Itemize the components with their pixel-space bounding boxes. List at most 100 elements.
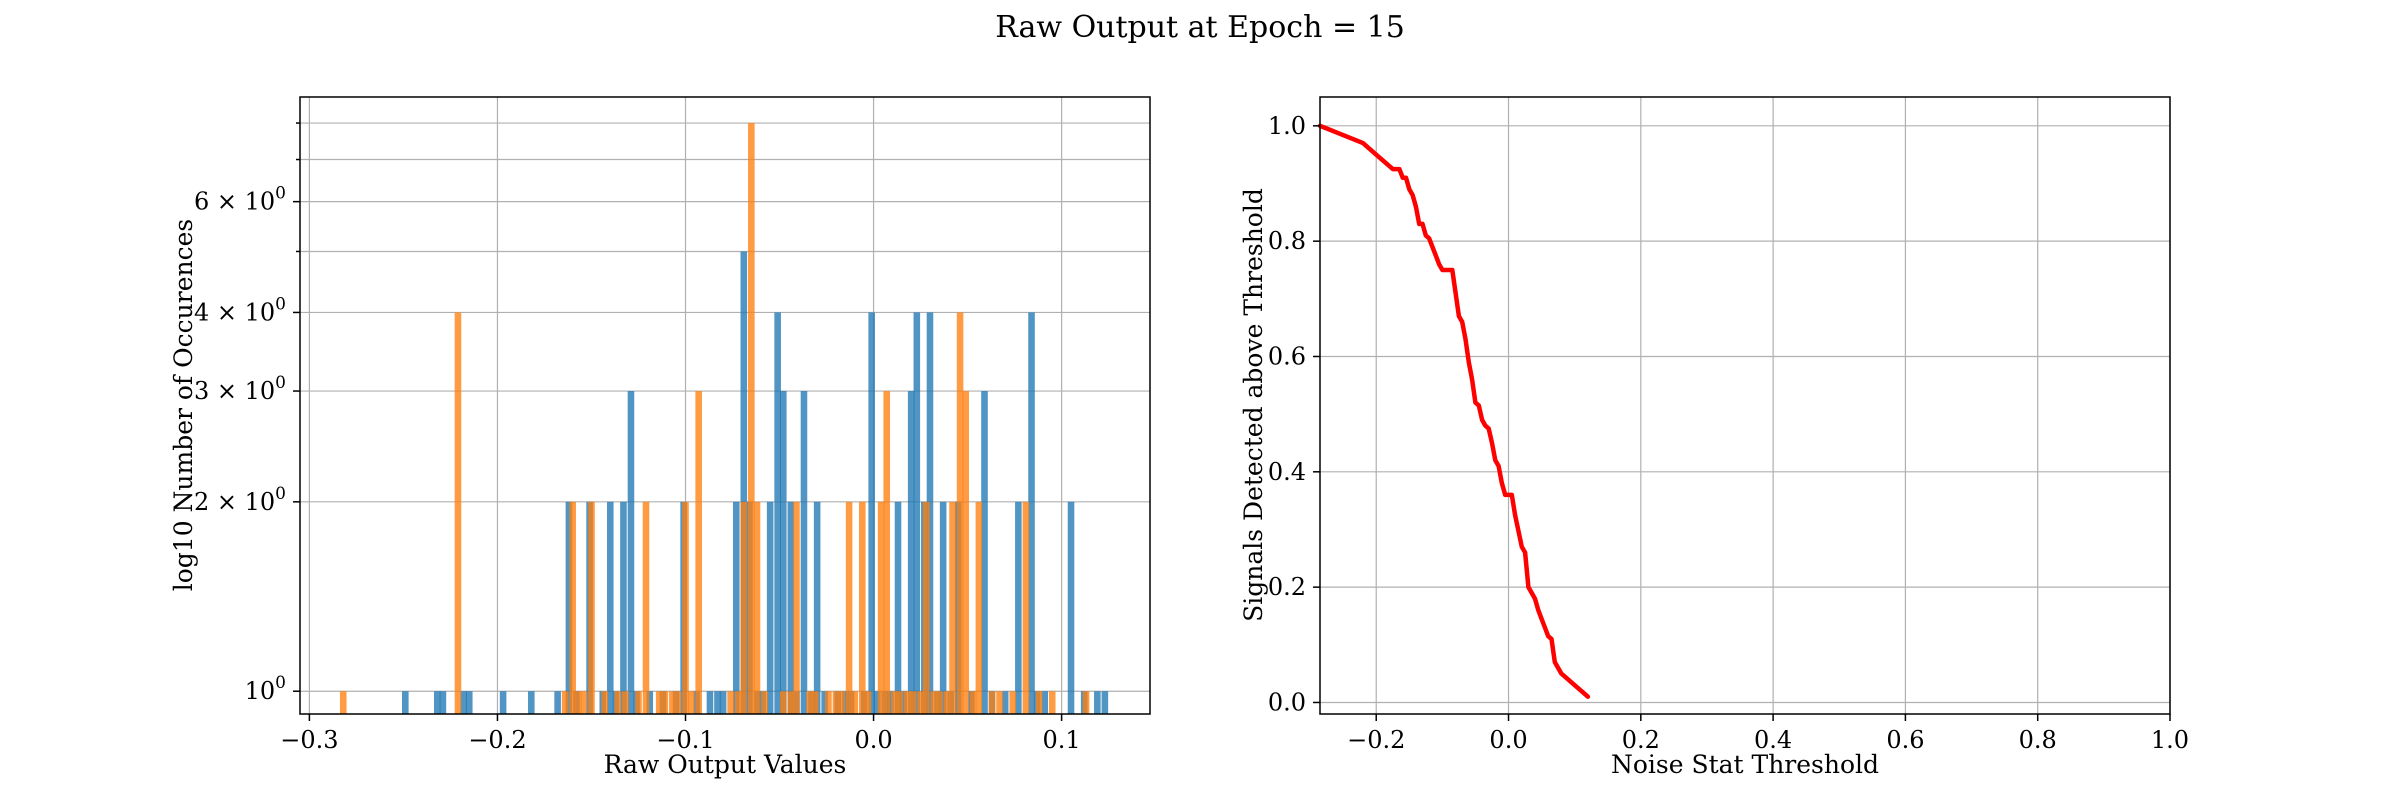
histogram-bar-series-1 — [433, 691, 441, 714]
histogram-bar-series-2 — [682, 501, 689, 714]
histogram-bar-series-1 — [620, 501, 627, 714]
histogram-bar-series-2 — [904, 691, 911, 714]
histogram-bar-series-1 — [499, 691, 507, 714]
histogram-bar-series-2 — [580, 691, 588, 714]
histogram-bar-series-2 — [727, 691, 734, 714]
histogram-bar-series-1 — [1067, 501, 1075, 714]
histogram-bar-series-1 — [800, 391, 808, 714]
histogram-bar-series-2 — [753, 501, 761, 714]
histogram-x-tick-label: −0.3 — [280, 726, 338, 754]
histogram-bar-series-2 — [969, 691, 977, 714]
histogram-bar-series-2 — [930, 691, 938, 714]
histogram-bar-series-1 — [926, 312, 934, 714]
histogram-bar-series-1 — [1028, 312, 1035, 714]
histogram-bar-series-2 — [883, 391, 891, 714]
figure-suptitle: Raw Output at Epoch = 15 — [995, 10, 1405, 45]
histogram-bar-series-1 — [1094, 691, 1101, 714]
threshold-y-tick-label: 0.6 — [1268, 342, 1306, 370]
histogram-bar-series-1 — [907, 391, 915, 714]
histogram-bar-series-1 — [842, 691, 849, 714]
histogram-bar-series-1 — [787, 501, 795, 714]
histogram-bar-series-1 — [627, 391, 635, 714]
histogram-bar-series-2 — [1048, 691, 1056, 714]
threshold-line-chart: −0.2 0.0 0.2 0.4 0.6 0.8 1.0 0.0 0.2 0.4 0.6 0.8 1.0… — [1239, 96, 2189, 779]
histogram-bar-series-2 — [909, 691, 917, 714]
histogram-bar-series-2 — [695, 391, 702, 714]
threshold-x-tick-label: 1.0 — [2151, 726, 2189, 754]
histogram-bar-series-1 — [719, 691, 727, 714]
histogram-bar-series-2 — [339, 691, 347, 714]
histogram-chart: −0.3 −0.2 −0.1 0.0 0.1 100 2 × 100 3 × 100 4 × 1… — [169, 96, 1151, 779]
histogram-bar-series-2 — [988, 691, 996, 714]
histogram-y-tick-label: 6 × 100 — [194, 184, 286, 216]
histogram-bar-series-2 — [780, 691, 787, 714]
histogram-plot-frame — [299, 96, 1151, 715]
histogram-bar-series-1 — [565, 501, 573, 714]
histogram-bar-series-1 — [939, 501, 947, 714]
histogram-y-tick-label: 4 × 100 — [194, 294, 286, 326]
histogram-y-tick-label: 3 × 100 — [194, 373, 286, 405]
histogram-y-tick-label: 100 — [245, 673, 286, 705]
histogram-bar-series-1 — [646, 691, 654, 714]
histogram-bar-series-1 — [868, 312, 875, 714]
histogram-bar-series-2 — [943, 691, 951, 714]
histogram-bar-series-1 — [528, 691, 535, 714]
histogram-gridlines — [300, 97, 1150, 714]
threshold-y-axis-label: Signals Detected above Threshold — [1239, 188, 1268, 622]
histogram-bar-series-2 — [996, 691, 1003, 714]
histogram-bar-series-2 — [832, 691, 840, 714]
histogram-x-tick-label: −0.2 — [468, 726, 526, 754]
histogram-bar-series-2 — [669, 691, 676, 714]
threshold-gridlines — [1320, 97, 2171, 714]
histogram-bar-series-2 — [956, 312, 964, 714]
histogram-bar-series-1 — [900, 691, 907, 714]
threshold-x-tick-label: 0.8 — [2019, 726, 2057, 754]
histogram-y-axis-label: log10 Number of Occurences — [169, 219, 198, 592]
histogram-bar-series-2 — [601, 691, 608, 714]
histogram-bar-series-2 — [922, 501, 930, 714]
threshold-y-tick-label: 0.8 — [1268, 227, 1306, 255]
histogram-bar-series-2 — [569, 501, 576, 714]
histogram-bar-series-2 — [642, 501, 650, 714]
histogram-x-tick-label: 0.0 — [854, 726, 892, 754]
histogram-bar-series-1 — [780, 391, 787, 714]
histogram-bar-series-2 — [806, 691, 813, 714]
histogram-bar-series-2 — [793, 501, 800, 714]
histogram-bar-series-1 — [402, 691, 409, 714]
histogram-bar-series-2 — [1009, 691, 1017, 714]
histogram-bar-series-1 — [714, 691, 721, 714]
histogram-bar-series-2 — [674, 691, 682, 714]
histogram-bar-series-2 — [622, 691, 629, 714]
histogram-bar-series-2 — [655, 691, 663, 714]
histogram-bar-series-2 — [811, 691, 819, 714]
histogram-bar-series-2 — [561, 691, 569, 714]
histogram-bar-series-2 — [734, 691, 742, 714]
histogram-bar-series-2 — [851, 691, 859, 714]
histogram-y-tick-label: 2 × 100 — [194, 484, 286, 516]
histogram-bar-series-1 — [1001, 691, 1009, 714]
threshold-series-line — [1317, 123, 1591, 699]
histogram-bar-series-1 — [1101, 691, 1109, 714]
histogram-bar-series-1 — [606, 501, 614, 714]
histogram-bar-series-2 — [890, 691, 898, 714]
histogram-bar-series-1 — [913, 312, 921, 714]
histogram-bar-series-2 — [635, 691, 642, 714]
histogram-bar-series-2 — [1022, 501, 1030, 714]
histogram-bar-series-1 — [981, 391, 988, 714]
histogram-bar-series-2 — [748, 123, 755, 714]
histogram-x-tick-label: −0.1 — [656, 726, 714, 754]
histogram-bar-series-1 — [887, 691, 894, 714]
threshold-x-tick-label: 0.4 — [1754, 726, 1792, 754]
histogram-bar-series-1 — [821, 691, 828, 714]
histogram-bar-series-2 — [661, 691, 669, 714]
histogram-bar-series-2 — [687, 691, 695, 714]
histogram-bar-series-2 — [838, 691, 845, 714]
histogram-bar-series-1 — [813, 501, 821, 714]
histogram-bar-series-2 — [896, 691, 904, 714]
histogram-bar-series-2 — [877, 501, 885, 714]
histogram-bar-series-2 — [936, 691, 943, 714]
histogram-bar-series-2 — [858, 501, 866, 714]
histogram-bars — [339, 123, 1109, 714]
histogram-bar-series-1 — [774, 312, 781, 714]
